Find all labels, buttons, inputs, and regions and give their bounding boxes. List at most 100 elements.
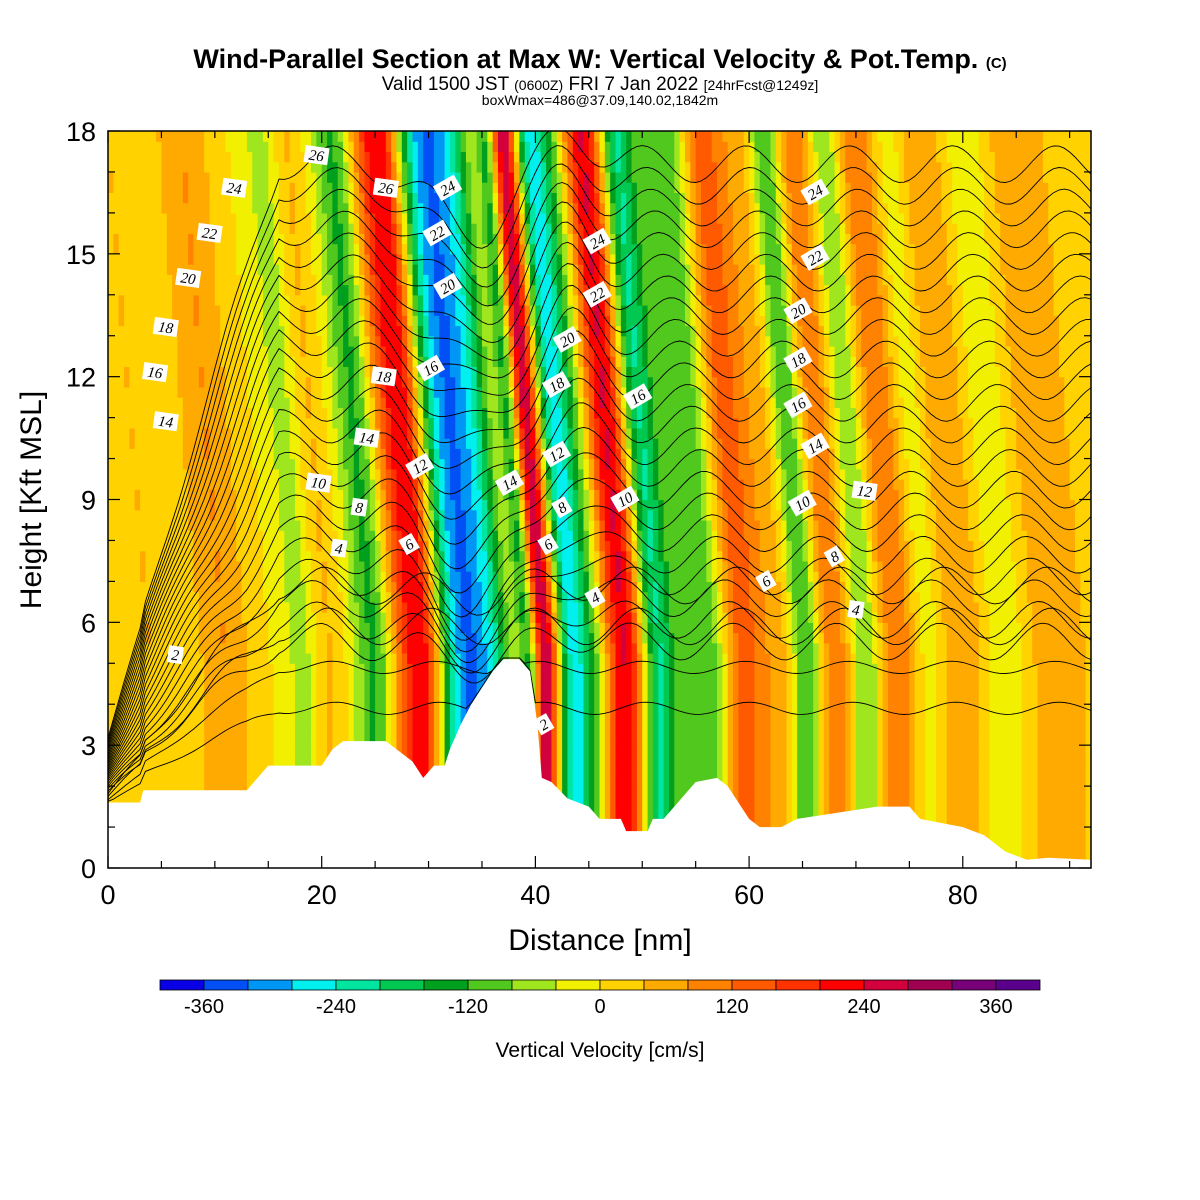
velocity-cell xyxy=(530,345,536,357)
velocity-cell xyxy=(946,745,980,757)
velocity-cell xyxy=(444,550,451,562)
velocity-cell xyxy=(727,745,734,757)
velocity-cell xyxy=(914,714,926,726)
velocity-cell xyxy=(588,693,595,705)
velocity-cell xyxy=(246,734,275,746)
velocity-cell xyxy=(455,642,467,654)
velocity-cell xyxy=(962,468,975,480)
velocity-cell xyxy=(599,581,606,593)
velocity-cell xyxy=(663,755,670,767)
velocity-cell xyxy=(620,386,627,398)
velocity-cell xyxy=(567,642,579,654)
velocity-cell xyxy=(343,540,355,552)
velocity-cell xyxy=(663,612,670,623)
velocity-cell xyxy=(588,734,595,746)
velocity-cell xyxy=(455,693,462,705)
velocity-cell xyxy=(514,335,526,347)
velocity-cell xyxy=(620,642,627,654)
velocity-cell xyxy=(455,540,467,552)
velocity-cell xyxy=(348,704,355,716)
velocity-cell xyxy=(946,796,980,808)
velocity-cell xyxy=(620,550,627,562)
velocity-cell xyxy=(396,704,403,716)
velocity-cell xyxy=(583,427,590,439)
velocity-cell xyxy=(583,458,590,470)
velocity-cell xyxy=(909,673,916,685)
velocity-cell xyxy=(834,519,841,531)
velocity-cell xyxy=(1037,847,1087,859)
velocity-cell xyxy=(305,345,323,357)
velocity-cell xyxy=(524,560,531,572)
velocity-cell xyxy=(978,765,991,777)
velocity-cell xyxy=(973,448,1007,460)
velocity-cell xyxy=(460,479,472,490)
velocity-cell xyxy=(652,458,659,470)
velocity-cell xyxy=(658,468,702,480)
velocity-cell xyxy=(508,325,515,337)
velocity-cell xyxy=(108,622,146,634)
velocity-cell xyxy=(855,734,878,746)
velocity-cell xyxy=(754,479,772,490)
velocity-cell xyxy=(455,386,467,398)
velocity-cell xyxy=(508,540,515,552)
velocity-cell xyxy=(781,479,788,490)
velocity-cell xyxy=(487,345,494,357)
velocity-cell xyxy=(866,427,894,439)
velocity-cell xyxy=(887,397,894,408)
velocity-cell xyxy=(572,796,585,808)
velocity-cell xyxy=(636,806,643,818)
velocity-cell xyxy=(535,612,542,623)
velocity-cell xyxy=(642,550,649,562)
velocity-cell xyxy=(332,693,350,705)
velocity-cell xyxy=(316,509,323,521)
velocity-cell xyxy=(855,704,878,716)
velocity-cell xyxy=(1026,540,1076,552)
velocity-cell xyxy=(578,356,585,368)
velocity-cell xyxy=(535,550,542,562)
velocity-cell xyxy=(647,653,654,664)
velocity-cell xyxy=(877,591,884,603)
velocity-cell xyxy=(770,417,777,429)
velocity-cell xyxy=(225,376,248,388)
velocity-cell xyxy=(652,704,659,716)
velocity-cell xyxy=(562,386,569,398)
velocity-cell xyxy=(834,417,841,429)
velocity-cell xyxy=(786,612,793,623)
velocity-cell xyxy=(305,601,312,613)
velocity-cell xyxy=(108,571,141,582)
velocity-cell xyxy=(610,540,622,552)
velocity-cell xyxy=(722,683,729,695)
velocity-cell xyxy=(284,571,301,582)
velocity-cell xyxy=(578,325,585,337)
velocity-cell xyxy=(321,519,333,531)
velocity-cell xyxy=(882,325,889,337)
velocity-cell xyxy=(487,642,494,654)
velocity-cell xyxy=(540,663,553,675)
velocity-cell xyxy=(904,601,910,613)
velocity-cell xyxy=(781,601,788,613)
velocity-cell xyxy=(599,438,606,449)
velocity-cell xyxy=(385,479,392,490)
velocity-cell xyxy=(428,479,435,490)
velocity-cell xyxy=(652,755,659,767)
velocity-cell xyxy=(439,642,446,654)
velocity-cell xyxy=(321,530,339,542)
velocity-cell xyxy=(722,601,729,613)
velocity-cell xyxy=(647,356,691,368)
velocity-cell xyxy=(375,663,387,675)
velocity-cell xyxy=(353,376,360,388)
velocity-cell xyxy=(594,479,601,490)
velocity-cell xyxy=(578,468,585,480)
velocity-cell xyxy=(364,663,371,675)
velocity-cell xyxy=(198,376,205,388)
velocity-cell xyxy=(599,366,606,378)
velocity-cell xyxy=(530,499,536,511)
velocity-cell xyxy=(375,448,382,460)
velocity-cell xyxy=(610,775,617,787)
velocity-cell xyxy=(652,519,659,531)
velocity-cell xyxy=(909,632,916,644)
velocity-cell xyxy=(380,458,387,470)
velocity-cell xyxy=(642,407,649,419)
velocity-cell xyxy=(642,530,649,542)
velocity-cell xyxy=(978,755,991,767)
